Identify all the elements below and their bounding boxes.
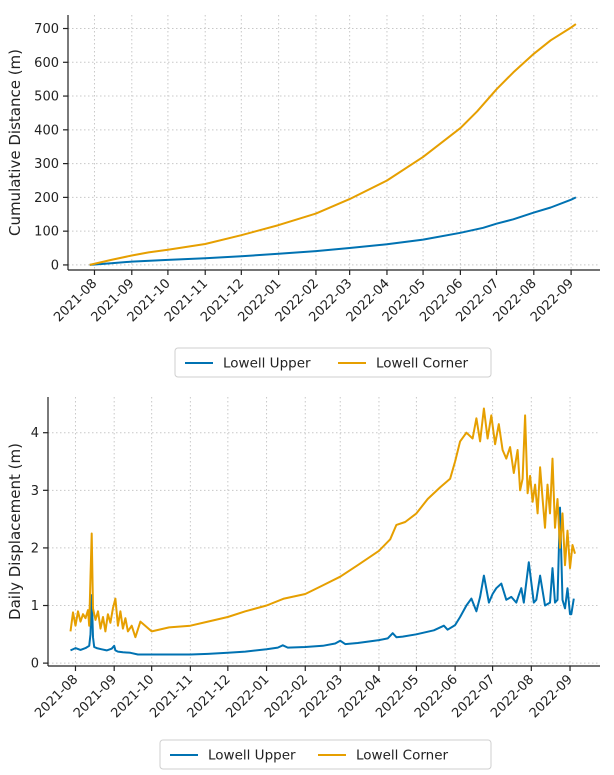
- x-tick-label: 2022-09: [527, 672, 576, 721]
- daily-displacement-panel: 012342021-082021-092021-102021-112021-12…: [6, 397, 600, 770]
- legend: Lowell Upper Lowell Corner: [159, 739, 492, 770]
- y-tick-label: 700: [34, 22, 59, 37]
- series-line-lowell-upper: [89, 196, 577, 266]
- series-line-lowell-corner: [69, 407, 576, 639]
- legend: Lowell Upper Lowell Corner: [174, 347, 492, 378]
- legend-label: Lowell Corner: [356, 748, 449, 764]
- y-tick-label: 500: [34, 90, 59, 105]
- y-tick-label: 0: [51, 258, 59, 273]
- y-tick-label: 1: [31, 599, 39, 614]
- cumulative-distance-panel: 01002003004005006007002021-082021-092021…: [6, 15, 600, 378]
- legend-frame: [174, 347, 492, 378]
- y-tick-label: 4: [31, 426, 39, 441]
- y-tick-label: 600: [34, 56, 59, 71]
- legend-label: Lowell Upper: [223, 356, 311, 372]
- y-tick-label: 400: [34, 123, 59, 138]
- y-tick-label: 200: [34, 191, 59, 206]
- y-axis-title: Cumulative Distance (m): [6, 49, 24, 236]
- legend-label: Lowell Upper: [208, 748, 296, 764]
- y-tick-label: 300: [34, 157, 59, 172]
- series-line-lowell-upper: [70, 506, 575, 656]
- y-tick-label: 3: [31, 484, 39, 499]
- y-tick-label: 100: [34, 225, 59, 240]
- y-tick-label: 2: [31, 541, 39, 556]
- legend-label: Lowell Corner: [376, 356, 469, 372]
- y-axis-title: Daily Displacement (m): [6, 443, 24, 620]
- y-tick-label: 0: [31, 657, 39, 672]
- series-line-lowell-corner: [89, 23, 577, 266]
